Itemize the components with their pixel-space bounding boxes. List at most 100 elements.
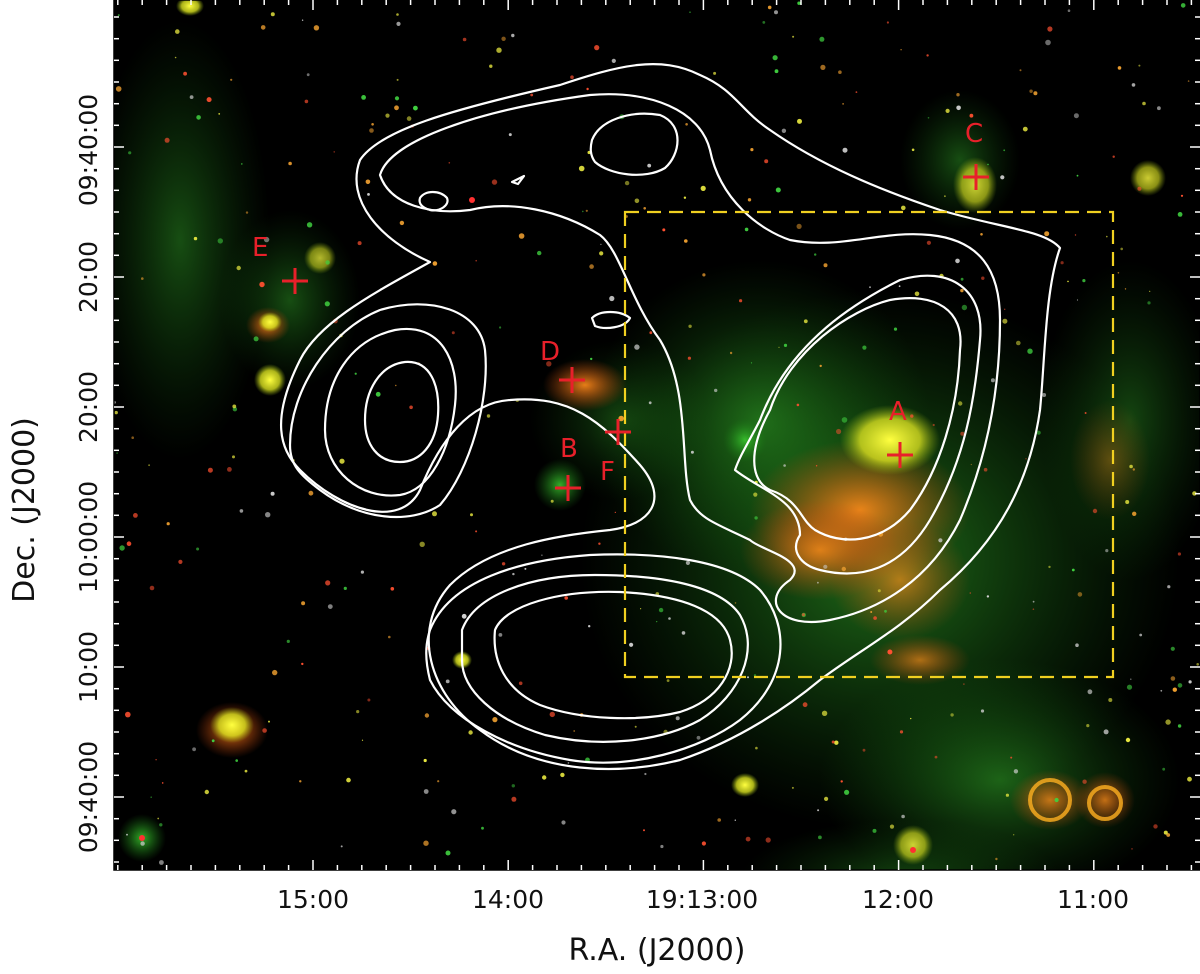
star — [754, 516, 758, 520]
star — [945, 108, 950, 113]
star — [599, 251, 604, 256]
star — [207, 467, 213, 473]
star — [263, 236, 270, 243]
star — [394, 96, 400, 101]
star — [204, 789, 209, 795]
star — [164, 137, 170, 143]
star — [432, 511, 437, 517]
star — [1000, 175, 1005, 180]
star — [155, 759, 157, 761]
star — [166, 522, 170, 526]
star — [232, 404, 237, 409]
star — [717, 818, 721, 822]
y-tick-label: 20:00 — [74, 371, 103, 443]
star — [1125, 737, 1131, 743]
star — [747, 198, 752, 202]
star — [582, 210, 584, 213]
star — [396, 13, 399, 16]
star — [481, 826, 484, 830]
star — [259, 281, 265, 288]
star — [501, 36, 506, 41]
star — [448, 162, 451, 164]
star — [640, 608, 642, 610]
star — [390, 587, 395, 591]
star — [643, 829, 645, 832]
star — [817, 581, 819, 584]
star — [125, 711, 131, 718]
star — [301, 662, 304, 666]
star — [541, 554, 543, 556]
star — [872, 828, 877, 833]
star — [159, 823, 163, 827]
star — [1073, 113, 1079, 119]
star — [1013, 769, 1019, 774]
star — [767, 5, 772, 10]
star — [842, 147, 848, 153]
star — [196, 115, 201, 120]
star — [774, 10, 778, 15]
star — [236, 265, 241, 271]
star — [713, 71, 717, 75]
star — [304, 99, 309, 104]
star — [365, 179, 371, 185]
star — [1054, 797, 1059, 803]
star — [424, 713, 430, 718]
star — [926, 54, 929, 57]
star — [206, 97, 212, 103]
star — [570, 75, 574, 79]
star — [491, 179, 498, 185]
x-tick-label: 14:00 — [472, 885, 544, 914]
star — [634, 344, 640, 350]
star — [914, 291, 920, 297]
star — [791, 786, 794, 789]
star — [227, 467, 232, 472]
star — [218, 113, 221, 115]
source-marker-a — [887, 442, 913, 468]
star — [901, 205, 906, 211]
star — [884, 609, 887, 613]
star — [729, 351, 733, 355]
star — [354, 372, 357, 375]
star — [899, 730, 904, 734]
star — [1032, 608, 1035, 610]
star — [1074, 234, 1077, 236]
star — [451, 809, 457, 815]
star — [1177, 212, 1183, 217]
source-label-c: C — [965, 119, 983, 149]
star — [609, 295, 615, 302]
star — [361, 95, 366, 100]
star — [1045, 39, 1051, 46]
star — [747, 676, 749, 679]
star — [508, 133, 512, 137]
star — [869, 286, 871, 289]
star — [1016, 340, 1021, 346]
contour-inner-right — [753, 297, 962, 541]
star — [1117, 66, 1122, 70]
star — [1137, 186, 1142, 191]
star — [644, 772, 647, 776]
star — [1105, 549, 1109, 553]
star — [900, 49, 902, 51]
star — [995, 857, 998, 861]
star — [990, 378, 995, 383]
star — [685, 123, 688, 126]
star — [836, 428, 842, 435]
star — [437, 780, 440, 783]
star — [1187, 80, 1190, 82]
star — [1027, 348, 1033, 354]
star — [530, 93, 534, 97]
star — [862, 345, 867, 350]
hii-region-emission — [196, 307, 1150, 830]
star — [394, 105, 399, 111]
star — [299, 780, 302, 783]
star — [196, 547, 200, 551]
star — [1129, 464, 1133, 469]
star — [873, 616, 877, 620]
star — [834, 740, 839, 745]
star — [395, 384, 397, 387]
star — [1092, 508, 1098, 514]
star — [1120, 247, 1123, 251]
star — [700, 185, 706, 191]
star — [1087, 689, 1093, 695]
star — [643, 207, 646, 210]
